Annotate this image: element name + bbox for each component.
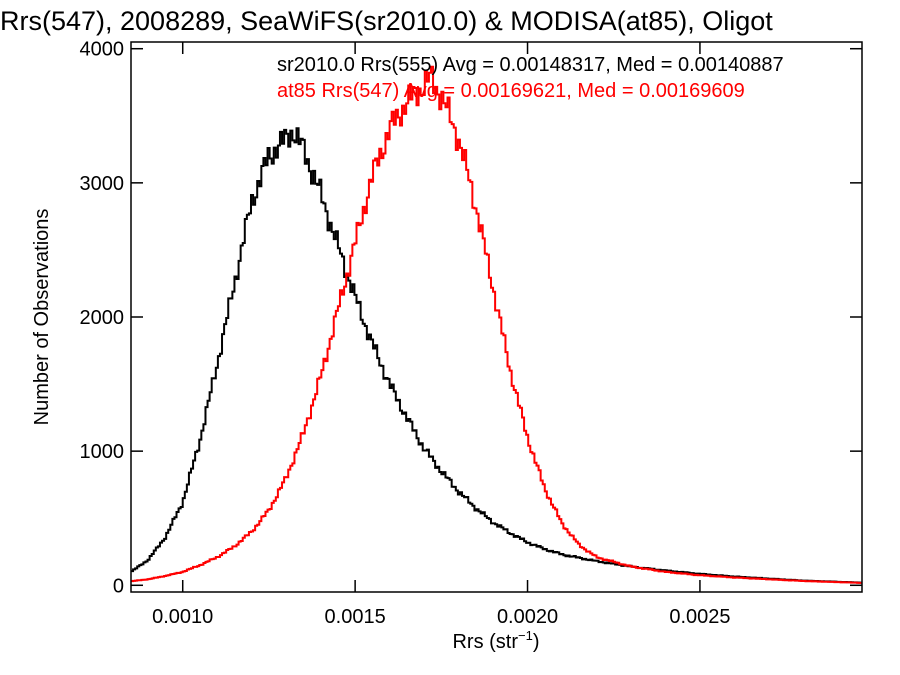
y-tick-label: 1000	[80, 441, 125, 463]
x-tick-label: 0.0020	[497, 606, 558, 628]
x-axis-label-end: )	[533, 631, 540, 653]
y-tick-label: 4000	[80, 39, 125, 61]
histogram-series-black	[131, 127, 862, 584]
x-axis-label: Rrs (str−1)	[452, 628, 539, 653]
y-tick-label: 3000	[80, 173, 125, 195]
x-tick-label: 0.0025	[669, 606, 730, 628]
y-tick-label: 2000	[80, 307, 125, 329]
histogram-series-red	[131, 65, 862, 584]
y-axis-label: Number of Observations	[31, 209, 53, 426]
x-axis: 0.0010 0.0015 0.0020 0.0025	[152, 42, 731, 628]
x-axis-label-sup: −1	[518, 628, 533, 643]
annotation-black: sr2010.0 Rrs(555) Avg = 0.00148317, Med …	[277, 54, 784, 76]
chart-title: Rrs(547), 2008289, SeaWiFS(sr2010.0) & M…	[0, 6, 773, 36]
annotation-red: at85 Rrs(547) Avg = 0.00169621, Med = 0.…	[277, 80, 745, 102]
y-axis: 0 1000 2000 3000 4000	[80, 39, 862, 597]
y-tick-label: 0	[113, 575, 124, 597]
plot-frame	[130, 41, 863, 593]
series-layer	[131, 65, 862, 584]
x-tick-label: 0.0010	[152, 606, 213, 628]
x-tick-label: 0.0015	[325, 606, 386, 628]
x-axis-label-main: Rrs (str	[452, 631, 518, 653]
